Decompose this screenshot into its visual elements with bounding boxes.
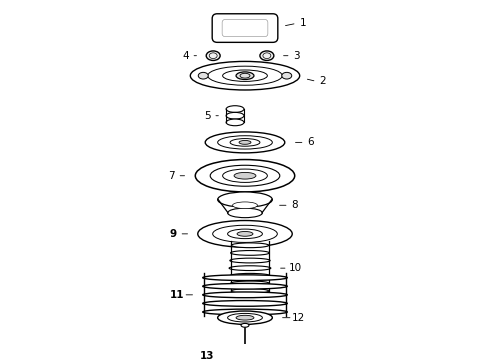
- Text: 9: 9: [170, 229, 177, 239]
- Ellipse shape: [196, 159, 294, 192]
- Ellipse shape: [190, 62, 300, 90]
- Ellipse shape: [230, 139, 260, 146]
- FancyBboxPatch shape: [212, 14, 278, 42]
- Text: 7: 7: [168, 171, 175, 181]
- Ellipse shape: [226, 119, 244, 126]
- Ellipse shape: [231, 251, 270, 255]
- Text: 6: 6: [307, 138, 314, 147]
- Ellipse shape: [227, 229, 263, 239]
- Text: 1: 1: [299, 18, 306, 28]
- Text: 5: 5: [204, 111, 211, 121]
- Ellipse shape: [213, 225, 277, 242]
- Ellipse shape: [231, 289, 269, 293]
- Ellipse shape: [206, 51, 220, 60]
- Ellipse shape: [231, 243, 269, 248]
- Ellipse shape: [218, 192, 272, 207]
- Text: 8: 8: [292, 200, 298, 210]
- Ellipse shape: [198, 72, 208, 79]
- Ellipse shape: [237, 231, 253, 236]
- Ellipse shape: [227, 208, 263, 218]
- Ellipse shape: [222, 169, 268, 183]
- Ellipse shape: [209, 53, 217, 59]
- Ellipse shape: [239, 140, 251, 144]
- Ellipse shape: [203, 292, 287, 298]
- Ellipse shape: [210, 165, 280, 186]
- Ellipse shape: [282, 72, 292, 79]
- Ellipse shape: [236, 315, 254, 320]
- Ellipse shape: [233, 202, 257, 208]
- Ellipse shape: [218, 311, 272, 324]
- Text: 3: 3: [294, 51, 300, 61]
- Ellipse shape: [234, 172, 256, 179]
- Ellipse shape: [234, 347, 256, 354]
- Ellipse shape: [203, 275, 287, 280]
- Text: 13: 13: [200, 351, 215, 360]
- Ellipse shape: [230, 258, 270, 263]
- Ellipse shape: [208, 66, 282, 85]
- Ellipse shape: [203, 309, 287, 315]
- Ellipse shape: [230, 273, 270, 278]
- Ellipse shape: [226, 106, 244, 112]
- Ellipse shape: [260, 51, 274, 60]
- Ellipse shape: [231, 281, 270, 286]
- Text: 10: 10: [289, 263, 302, 273]
- Text: 12: 12: [292, 313, 305, 323]
- Text: 4: 4: [182, 51, 189, 61]
- Ellipse shape: [198, 221, 292, 247]
- Ellipse shape: [203, 301, 287, 306]
- Text: 2: 2: [319, 76, 326, 86]
- Ellipse shape: [222, 70, 268, 81]
- Ellipse shape: [241, 323, 249, 327]
- Ellipse shape: [218, 136, 272, 149]
- Ellipse shape: [240, 73, 250, 78]
- Ellipse shape: [229, 266, 271, 270]
- Ellipse shape: [263, 53, 271, 59]
- Ellipse shape: [203, 283, 287, 289]
- Text: 11: 11: [170, 290, 185, 300]
- Ellipse shape: [205, 132, 285, 153]
- Ellipse shape: [226, 112, 244, 119]
- Ellipse shape: [236, 72, 254, 80]
- Ellipse shape: [227, 314, 263, 322]
